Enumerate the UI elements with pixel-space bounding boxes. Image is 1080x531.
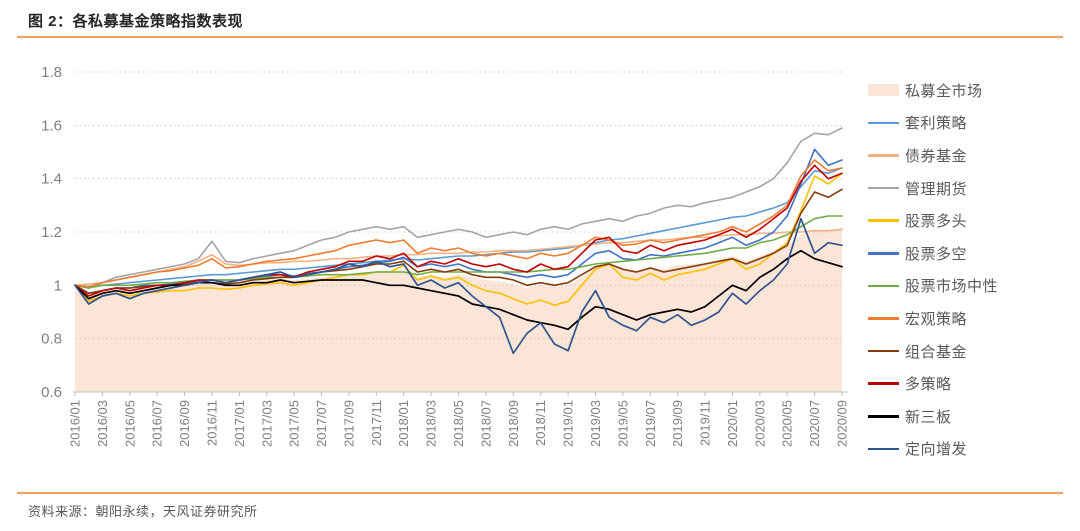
legend-swatch-icon <box>868 84 899 97</box>
legend-item: 股票多空 <box>868 237 998 270</box>
x-tick-label: 2016/03 <box>95 400 110 447</box>
series-area-quanshichang <box>75 228 842 392</box>
legend-item: 管理期货 <box>868 172 998 205</box>
series-line-9 <box>74 164 843 297</box>
x-tick-label: 2019/11 <box>698 400 713 446</box>
x-tick-label: 2017/11 <box>369 400 384 446</box>
legend-swatch-icon <box>868 447 899 451</box>
legend-label: 股票多头 <box>905 213 968 231</box>
legend-swatch-icon <box>868 382 899 385</box>
legend-item: 多策略 <box>868 367 998 400</box>
x-tick-label: 2020/07 <box>807 400 822 447</box>
y-tick-label: 1.2 <box>41 224 62 241</box>
y-tick-label: 0.6 <box>41 384 62 401</box>
legend-label: 新三板 <box>905 408 952 426</box>
x-tick-label: 2019/09 <box>670 400 685 447</box>
x-tick-label: 2018/07 <box>478 400 493 447</box>
x-tick-label: 2016/11 <box>204 400 219 446</box>
y-tick-label: 1.4 <box>41 171 62 188</box>
legend-label: 股票市场中性 <box>905 278 999 296</box>
series-line-10 <box>74 249 843 331</box>
legend-label: 管理期货 <box>905 180 968 198</box>
legend-label: 套利策略 <box>905 115 968 133</box>
legend-label: 宏观策略 <box>905 310 968 328</box>
series-line-3 <box>74 127 843 289</box>
legend-swatch-icon <box>868 251 899 255</box>
legend-swatch-icon <box>868 284 899 288</box>
source-note: 资料来源：朝阳永续，天风证券研究所 <box>28 504 258 519</box>
legend-swatch-icon <box>868 317 899 320</box>
series-line-7 <box>74 159 843 288</box>
y-tick-label: 1.8 <box>41 64 62 81</box>
legend-item: 股票多头 <box>868 204 998 237</box>
legend-label: 多策略 <box>905 376 952 394</box>
x-tick-label: 2017/03 <box>259 400 274 447</box>
legend-item: 私募全市场 <box>868 74 998 107</box>
legend-swatch-icon <box>868 186 899 190</box>
series-line-11 <box>74 217 843 355</box>
x-tick-label: 2020/01 <box>725 400 740 447</box>
legend-item: 套利策略 <box>868 107 998 140</box>
legend-item: 股票市场中性 <box>868 270 998 303</box>
x-tick-label: 2020/05 <box>780 400 795 447</box>
legend-item: 宏观策略 <box>868 302 998 335</box>
accent-rule-bottom <box>17 492 1063 494</box>
x-tick-label: 2019/03 <box>588 400 603 447</box>
legend-label: 债券基金 <box>905 147 968 165</box>
legend-label: 组合基金 <box>905 343 968 361</box>
x-tick-label: 2020/09 <box>835 400 850 447</box>
x-tick-label: 2020/03 <box>752 400 767 447</box>
series-line-5 <box>74 148 843 295</box>
accent-rule-top <box>17 36 1063 38</box>
strategy-index-chart: 0.6 0.8 1 1.2 1.4 1.6 1.8 2016/01 2016/03 2016/05… <box>41 64 850 447</box>
x-tick-label: 2016/09 <box>177 400 192 447</box>
legend-item: 新三板 <box>868 400 998 433</box>
x-tick-label: 2018/05 <box>451 400 466 447</box>
legend-swatch-icon <box>868 154 899 157</box>
y-tick-label: 1.6 <box>41 117 62 134</box>
x-tick-label: 2017/09 <box>341 400 356 447</box>
x-tick-label: 2018/03 <box>424 400 439 447</box>
y-tick-label: 1 <box>54 277 62 294</box>
series-line-1 <box>74 167 843 288</box>
legend-label: 私募全市场 <box>905 82 983 100</box>
legend-item: 组合基金 <box>868 335 998 368</box>
x-tick-label: 2016/07 <box>150 400 165 447</box>
legend-swatch-icon <box>868 349 899 353</box>
x-tick-label: 2016/01 <box>68 400 83 447</box>
series-line-4 <box>74 172 843 307</box>
chart-legend: 私募全市场 套利策略 债券基金 管理期货 股票多头 股票多空 股票市场中性 <box>868 74 998 465</box>
legend-swatch-icon <box>868 121 899 125</box>
x-tick-label: 2018/09 <box>506 400 521 447</box>
x-tick-label: 2018/11 <box>533 400 548 446</box>
legend-label: 股票多空 <box>905 245 968 263</box>
legend-label: 定向增发 <box>905 441 968 459</box>
x-tick-label: 2016/05 <box>122 400 137 447</box>
x-tick-label: 2019/01 <box>561 400 576 447</box>
legend-item: 定向增发 <box>868 433 998 466</box>
x-tick-label: 2019/07 <box>643 400 658 447</box>
x-tick-label: 2017/05 <box>287 400 302 447</box>
legend-item: 债券基金 <box>868 139 998 172</box>
x-tick-label: 2017/01 <box>232 400 247 447</box>
legend-swatch-icon <box>868 414 899 418</box>
x-tick-label: 2018/01 <box>396 400 411 447</box>
x-tick-label: 2017/07 <box>314 400 329 447</box>
figure-title: 图 2：各私募基金策略指数表现 <box>28 13 244 30</box>
x-tick-label: 2019/05 <box>615 400 630 447</box>
legend-swatch-icon <box>868 219 899 222</box>
y-tick-label: 0.8 <box>41 331 62 348</box>
